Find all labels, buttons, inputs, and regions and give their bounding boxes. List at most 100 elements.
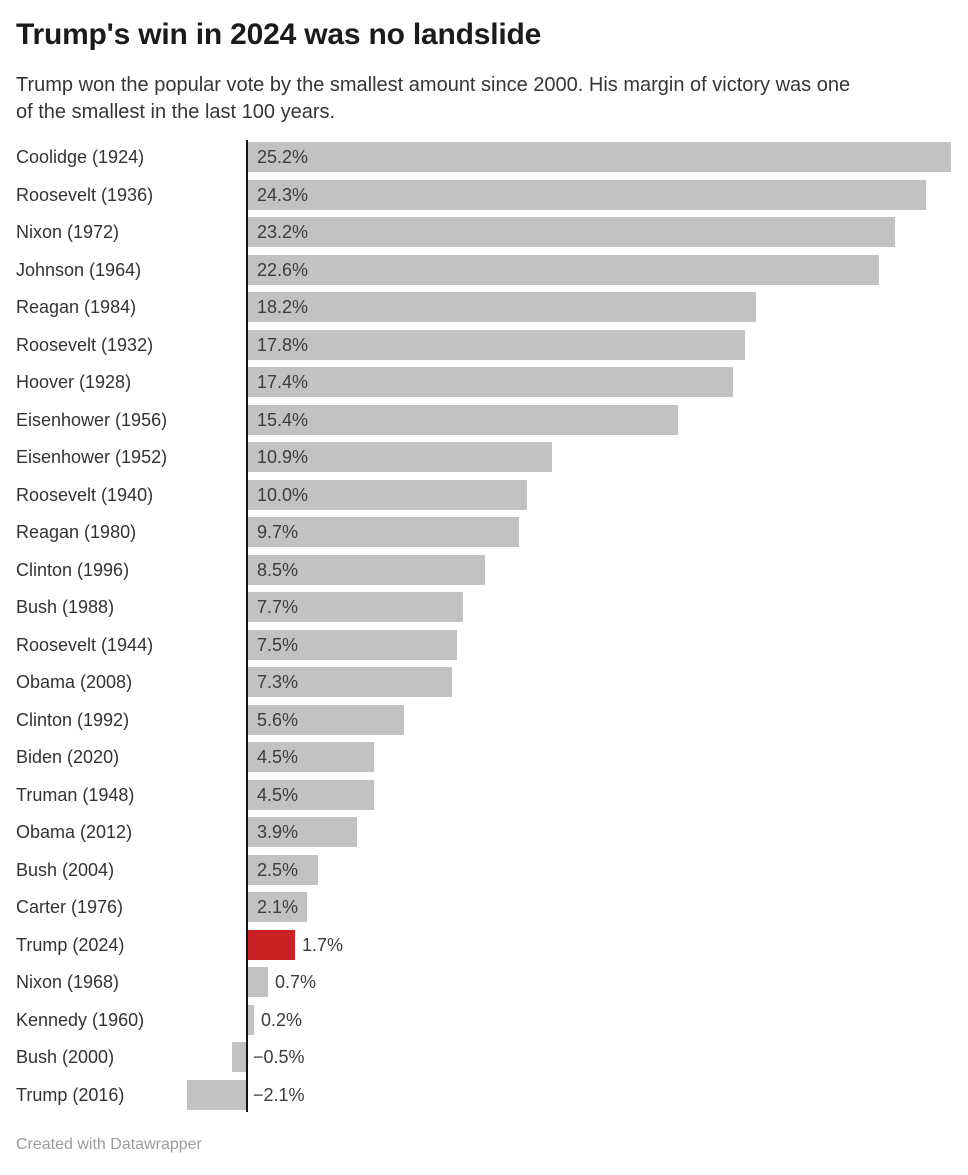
bar: [187, 1079, 246, 1110]
chart-row: Biden (2020) 4.5%: [0, 742, 968, 772]
value-label: 4.5%: [257, 747, 299, 767]
value-label: 0.7%: [275, 972, 317, 992]
chart-row: Nixon (1968) 0.7%: [0, 967, 968, 997]
chart-row: Bush (2000) −0.5%: [0, 1042, 968, 1072]
value-label: −2.1%: [253, 1084, 305, 1105]
category-label: Bush (1988): [16, 597, 115, 617]
category-label: Eisenhower (1952): [16, 447, 168, 467]
chart-row: Johnson (1964) 22.6%: [0, 254, 968, 285]
category-label: Roosevelt (1936): [16, 184, 154, 205]
value-label: 10.0%: [257, 484, 309, 505]
bar: [248, 967, 268, 997]
chart-subtitle-line-1: Trump won the popular vote by the smalle…: [16, 74, 851, 96]
value-label: 0.2%: [261, 1009, 303, 1030]
category-label: Obama (2008): [16, 672, 133, 692]
bar: [248, 404, 678, 435]
bar: [248, 217, 895, 247]
chart-row: Obama (2012) 3.9%: [0, 817, 968, 847]
chart-header: Trump's win in 2024 was no landslide Tru…: [0, 0, 968, 126]
bar: [248, 742, 374, 772]
value-label: 10.9%: [257, 447, 309, 467]
bar: [248, 667, 452, 697]
category-label: Johnson (1964): [16, 259, 142, 280]
bar: [248, 554, 485, 585]
value-label: 18.2%: [257, 297, 309, 317]
category-label: Reagan (1984): [16, 297, 137, 317]
value-label: 8.5%: [257, 559, 299, 580]
category-label: Eisenhower (1956): [16, 409, 168, 430]
value-label: −0.5%: [253, 1047, 305, 1067]
category-label: Roosevelt (1940): [16, 484, 154, 505]
bar: [248, 517, 519, 547]
category-label: Nixon (1968): [16, 972, 120, 992]
category-label: Kennedy (1960): [16, 1009, 145, 1030]
value-label: 7.7%: [257, 597, 299, 617]
value-label: 4.5%: [257, 784, 299, 805]
value-label: 7.3%: [257, 672, 299, 692]
chart-row: Coolidge (1924) 25.2%: [0, 142, 968, 172]
chart-credit: Created with Datawrapper: [16, 1136, 202, 1153]
bar: [248, 629, 457, 660]
bar: [248, 479, 527, 510]
chart-row: Nixon (1972) 23.2%: [0, 217, 968, 247]
value-label: 9.7%: [257, 522, 299, 542]
bar: [248, 254, 879, 285]
chart-row: Obama (2008) 7.3%: [0, 667, 968, 697]
chart-row: Clinton (1996) 8.5%: [0, 554, 968, 585]
bar: [248, 367, 733, 397]
highlight-bar: [248, 929, 295, 960]
chart-row: Hoover (1928) 17.4%: [0, 367, 968, 397]
chart-row: Eisenhower (1956) 15.4%: [0, 404, 968, 435]
category-label: Bush (2004): [16, 859, 115, 880]
category-label: Clinton (1996): [16, 559, 130, 580]
chart-subtitle: Trump won the popular vote by the smalle…: [16, 72, 952, 126]
bar: [248, 292, 756, 322]
chart-row: Reagan (1980) 9.7%: [0, 517, 968, 547]
chart-row: Kennedy (1960) 0.2%: [0, 1004, 968, 1035]
bar: [248, 142, 951, 172]
chart-row: Carter (1976) 2.1%: [0, 892, 968, 922]
bar-chart: Coolidge (1924) 25.2% Roosevelt (1936) 24.3…: [0, 140, 968, 1116]
chart-row: Reagan (1984) 18.2%: [0, 292, 968, 322]
chart-row: Roosevelt (1936) 24.3%: [0, 179, 968, 210]
bar: [248, 329, 745, 360]
bar: [232, 1042, 246, 1072]
category-label: Nixon (1972): [16, 222, 120, 242]
value-label: 3.9%: [257, 822, 299, 842]
chart-row: Truman (1948) 4.5%: [0, 779, 968, 810]
chart-title: Trump's win in 2024 was no landslide: [16, 18, 542, 51]
category-label: Clinton (1992): [16, 709, 130, 730]
bar: [248, 179, 926, 210]
chart-row: Trump (2016) −2.1%: [0, 1079, 968, 1110]
value-label: 2.1%: [257, 897, 299, 917]
category-label: Trump (2016): [16, 1084, 125, 1105]
value-label: 24.3%: [257, 184, 309, 205]
category-label: Carter (1976): [16, 897, 124, 917]
bar: [248, 854, 318, 885]
chart-row: Roosevelt (1944) 7.5%: [0, 629, 968, 660]
chart-row: Roosevelt (1932) 17.8%: [0, 329, 968, 360]
chart-row: Roosevelt (1940) 10.0%: [0, 479, 968, 510]
category-label: Bush (2000): [16, 1047, 115, 1067]
value-label: 23.2%: [257, 222, 309, 242]
value-label: 25.2%: [257, 147, 309, 167]
category-label: Roosevelt (1932): [16, 334, 154, 355]
value-label: 1.7%: [302, 934, 344, 955]
value-label: 17.4%: [257, 372, 309, 392]
bar: [248, 779, 374, 810]
category-label: Truman (1948): [16, 784, 135, 805]
zero-axis-line: [246, 140, 248, 1112]
bar: [248, 817, 357, 847]
category-label: Reagan (1980): [16, 522, 137, 542]
category-label: Obama (2012): [16, 822, 133, 842]
value-label: 22.6%: [257, 259, 309, 280]
bar: [248, 442, 552, 472]
value-label: 5.6%: [257, 709, 299, 730]
category-label: Trump (2024): [16, 934, 125, 955]
value-label: 15.4%: [257, 409, 309, 430]
bar: [248, 1004, 254, 1035]
bar: [248, 892, 307, 922]
chart-row: Bush (1988) 7.7%: [0, 592, 968, 622]
chart-row: Bush (2004) 2.5%: [0, 854, 968, 885]
